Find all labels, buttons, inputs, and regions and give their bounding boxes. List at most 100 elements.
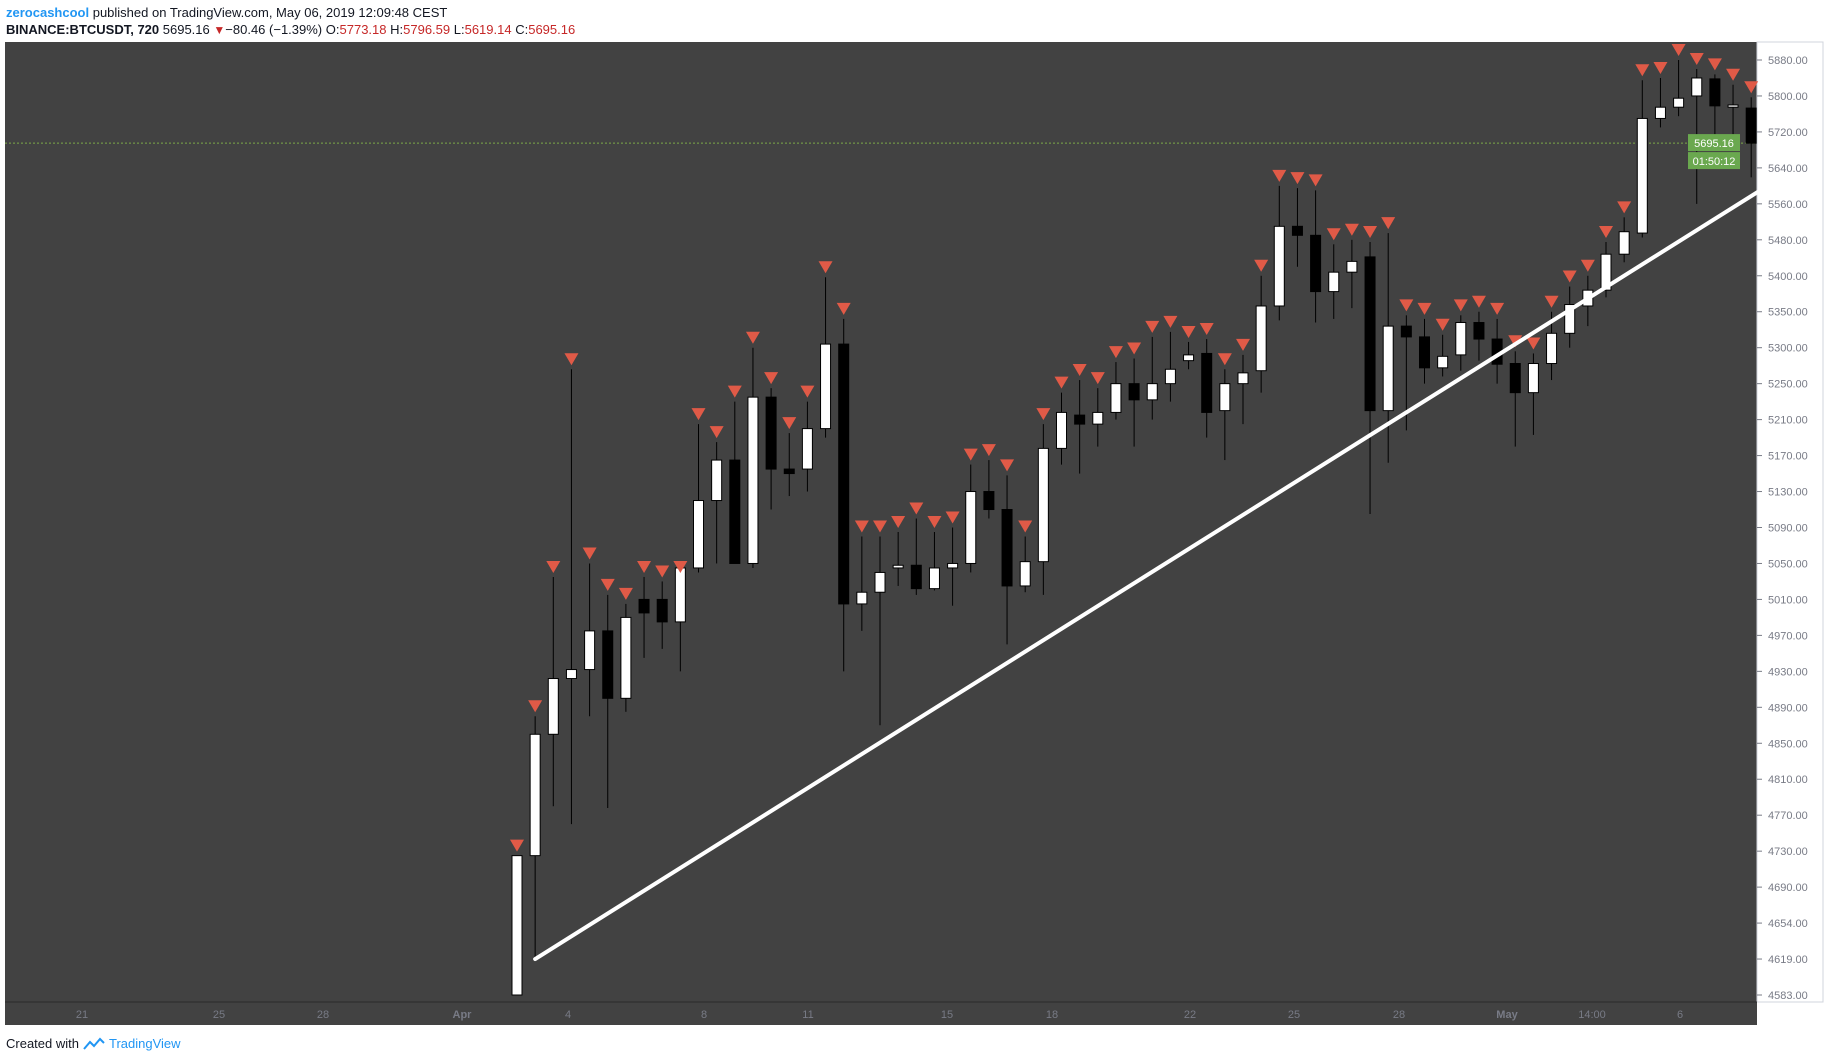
candle-body[interactable] [747,396,759,564]
down-arrow-marker [1181,325,1196,338]
candle-body[interactable] [1291,225,1303,236]
candle-body[interactable] [1709,78,1721,107]
candle-body[interactable] [602,630,614,699]
down-arrow-marker [1617,201,1632,214]
tradingview-logo-icon [83,1037,105,1050]
candle-body[interactable] [1001,509,1013,587]
candle-body[interactable] [1636,117,1648,234]
candle-body[interactable] [1419,336,1430,369]
candle-body[interactable] [1527,363,1539,394]
candle-body[interactable] [783,468,795,475]
x-axis-tick-label: 28 [1393,1009,1405,1021]
y-axis-tick-label: 4890.00 [1768,702,1808,714]
candle-body[interactable] [1509,363,1521,394]
candle-body[interactable] [801,428,813,470]
candle-body[interactable] [1128,383,1140,401]
down-arrow-marker [528,700,543,713]
candle-body[interactable] [928,567,940,590]
candle-body[interactable] [1092,411,1104,425]
candle-body[interactable] [1164,368,1176,385]
price-axis[interactable] [1756,41,1824,1003]
candle-body[interactable] [1237,372,1249,385]
candle-body[interactable] [1546,332,1558,365]
x-axis-tick-label: 28 [317,1009,329,1021]
time-axis[interactable] [5,1002,1757,1025]
candle-body[interactable] [1382,325,1394,412]
author-link[interactable]: zerocashcool [6,5,90,20]
candle-body[interactable] [856,591,868,605]
candle-body[interactable] [874,571,886,593]
candle-body[interactable] [584,630,596,671]
y-axis-tick-label: 5350.00 [1768,307,1808,319]
candle-body[interactable] [1346,260,1358,273]
candle-body[interactable] [620,616,632,699]
candle-body[interactable] [1473,322,1485,340]
candle-body[interactable] [1019,561,1031,587]
trendline[interactable] [533,171,1790,962]
down-arrow-marker [546,560,561,573]
candle-body[interactable] [1219,383,1231,412]
x-axis-tick-label: Apr [453,1009,473,1021]
candle-body[interactable] [947,562,959,569]
candle-body[interactable] [529,733,541,857]
y-axis-tick-label: 5800.00 [1768,91,1808,103]
y-axis-tick-label: 5090.00 [1768,523,1808,535]
price-change: −80.46 (−1.39%) [225,22,323,37]
candle-body[interactable] [1673,97,1685,108]
candle-body[interactable] [820,343,832,430]
candle-body[interactable] [910,564,922,590]
y-axis-tick-label: 5050.00 [1768,558,1808,570]
down-arrow-marker [1381,217,1396,230]
candle-body[interactable] [1691,77,1703,97]
candle-body[interactable] [838,343,850,605]
candle-body[interactable] [965,491,977,564]
candle-body[interactable] [1618,231,1630,255]
x-axis-tick-label: 22 [1184,1009,1196,1021]
candle-body[interactable] [565,669,577,680]
candle-body[interactable] [711,459,723,502]
down-arrow-marker [1254,259,1269,272]
y-axis-tick-label: 4770.00 [1768,810,1808,822]
published-text: published on TradingView.com, May 06, 20… [92,5,448,20]
candle-body[interactable] [892,564,904,569]
candle-body[interactable] [638,598,650,614]
candle-body[interactable] [1364,256,1376,412]
candle-body[interactable] [1328,271,1340,293]
candle-body[interactable] [1056,411,1067,449]
candle-body[interactable] [656,598,668,623]
candle-body[interactable] [729,459,741,564]
candle-body[interactable] [1310,234,1322,293]
candle-body[interactable] [674,567,686,623]
candle-body[interactable] [547,678,559,735]
candle-body[interactable] [1273,225,1285,307]
down-arrow-marker [1326,228,1341,241]
candle-body[interactable] [1455,322,1467,356]
candle-body[interactable] [1255,305,1267,372]
candle-body[interactable] [1727,104,1739,108]
candle-body[interactable] [1600,253,1612,291]
candle-body[interactable] [693,500,704,569]
chart-header: zerocashcool published on TradingView.co… [6,4,575,39]
candle-body[interactable] [1146,383,1158,401]
down-arrow-marker [1363,226,1378,239]
candle-body[interactable] [1745,107,1757,144]
candlestick-chart[interactable]: 5880.00 5800.00 5720.00 5640.00 5560.00 5480.… [0,40,1828,1040]
candle-body[interactable] [1400,325,1412,338]
down-arrow-marker [1635,64,1650,77]
candle-body[interactable] [511,855,523,996]
candle-body[interactable] [1564,304,1576,334]
y-axis-tick-label: 4850.00 [1768,738,1808,750]
candle-body[interactable] [983,491,995,511]
x-axis-tick-label: 4 [565,1009,571,1021]
down-arrow-marker [1344,223,1359,236]
tradingview-brand-link[interactable]: TradingView [108,1036,181,1051]
candle-body[interactable] [1183,354,1195,362]
down-arrow-marker [981,444,996,457]
candle-body[interactable] [1037,447,1049,563]
candle-body[interactable] [1074,414,1086,425]
candle-body[interactable] [1201,352,1213,413]
candle-body[interactable] [1437,355,1449,369]
candle-body[interactable] [1654,106,1666,119]
candle-body[interactable] [1110,383,1122,413]
candle-body[interactable] [765,396,777,470]
